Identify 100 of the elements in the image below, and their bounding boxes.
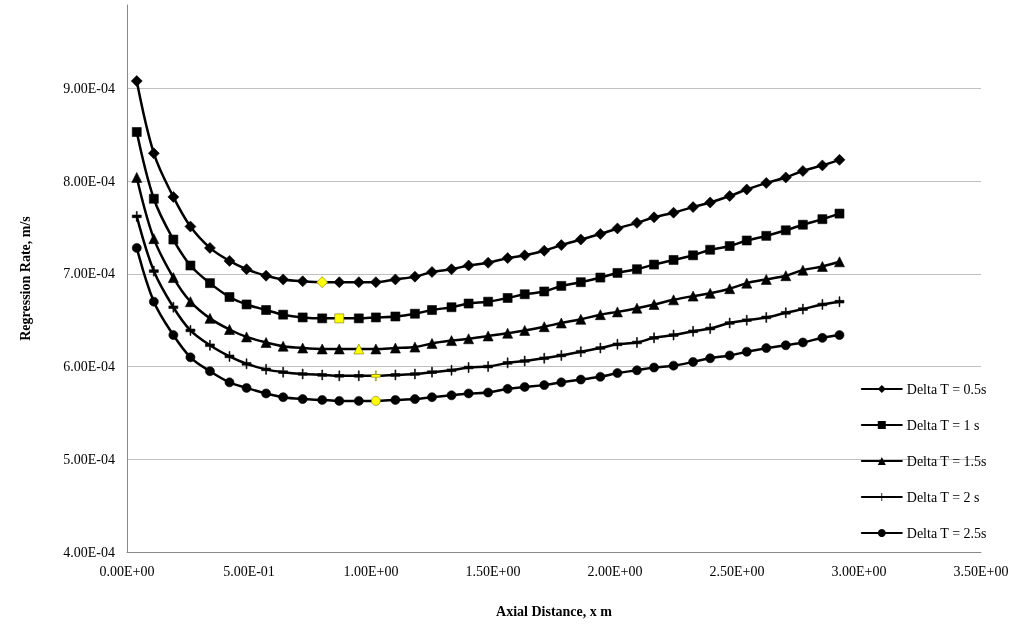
point: [131, 243, 142, 253]
point: [205, 366, 215, 377]
point: [704, 288, 716, 299]
point: [297, 312, 308, 323]
point: [576, 374, 586, 385]
legend-label: Delta T = 1 s: [906, 417, 980, 433]
point: [148, 147, 160, 160]
point: [668, 255, 679, 265]
point: [539, 352, 550, 364]
point: [594, 228, 607, 240]
point: [632, 365, 642, 376]
point: [131, 172, 143, 183]
point: [688, 326, 698, 337]
point: [797, 165, 809, 177]
point: [223, 255, 236, 267]
x-tick-label: 3.00E+00: [831, 563, 887, 579]
point: [446, 364, 457, 376]
point: [241, 383, 252, 393]
point: [612, 306, 623, 318]
point: [409, 270, 421, 283]
point: [277, 273, 289, 286]
point: [483, 361, 493, 372]
point: [538, 321, 550, 333]
point: [817, 299, 828, 310]
point: [648, 299, 660, 310]
point: [834, 330, 845, 340]
point: [724, 350, 735, 361]
point: [241, 299, 252, 310]
point: [833, 154, 846, 166]
point: [334, 370, 345, 382]
point: [426, 266, 438, 278]
point: [538, 244, 551, 257]
point: [687, 201, 699, 213]
point: [445, 263, 458, 276]
point: [781, 340, 791, 351]
point: [149, 265, 159, 277]
point: [575, 313, 587, 325]
point: [834, 256, 845, 268]
point: [185, 352, 196, 363]
point: [556, 350, 567, 361]
point: [688, 357, 698, 367]
point: [705, 323, 715, 334]
point: [446, 302, 457, 313]
point: [761, 343, 772, 353]
point: [297, 368, 308, 380]
y-axis-title: Regression Rate, m/s: [17, 215, 33, 341]
point: [204, 313, 216, 324]
point: [389, 273, 402, 286]
point: [204, 242, 216, 254]
point: [817, 261, 828, 272]
point: [148, 233, 160, 244]
point: [296, 275, 309, 288]
point: [240, 263, 253, 276]
point: [539, 380, 550, 390]
point: [518, 249, 531, 262]
point: [781, 225, 791, 236]
legend-label: Delta T = 1.5s: [906, 453, 987, 469]
point: [130, 75, 143, 87]
point: [370, 343, 382, 355]
point: [131, 127, 142, 137]
point: [483, 296, 493, 307]
point: [834, 296, 845, 307]
y-tick-label: 6.00E-04: [63, 359, 115, 375]
point: [168, 330, 179, 340]
y-tick-label: 9.00E-04: [63, 80, 115, 96]
point: [463, 298, 474, 309]
point: [724, 283, 735, 294]
point: [316, 343, 328, 355]
point: [370, 276, 382, 289]
point: [278, 366, 288, 378]
point: [354, 396, 364, 406]
point: [371, 370, 381, 382]
point: [817, 214, 828, 224]
point: [761, 231, 772, 241]
point: [168, 272, 179, 283]
point: [390, 369, 401, 381]
point: [817, 333, 828, 343]
point: [723, 190, 736, 202]
point: [741, 277, 753, 289]
point: [224, 324, 235, 335]
point: [797, 264, 809, 276]
point: [371, 312, 381, 323]
point: [149, 296, 159, 307]
point: [371, 396, 381, 406]
point: [667, 206, 680, 219]
x-tick-label: 3.50E+00: [953, 563, 1009, 579]
point: [705, 244, 715, 255]
point: [760, 274, 772, 285]
point: [612, 339, 623, 350]
point: [168, 301, 179, 313]
point: [595, 342, 606, 354]
point: [410, 368, 420, 380]
point: [780, 270, 792, 282]
x-tick-label: 5.00E-01: [223, 563, 275, 579]
point: [519, 382, 530, 392]
y-tick-label: 8.00E-04: [63, 173, 115, 189]
point: [649, 332, 659, 344]
point: [705, 353, 715, 364]
point: [409, 341, 421, 353]
point: [353, 343, 365, 355]
